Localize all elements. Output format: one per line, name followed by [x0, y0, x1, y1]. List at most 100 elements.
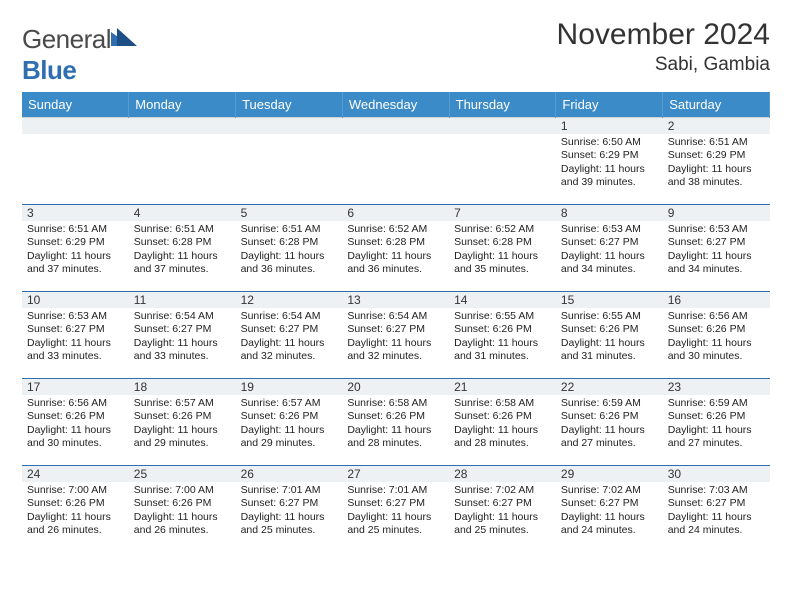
day-number: 30: [663, 466, 770, 482]
sunrise-text: Sunrise: 7:02 AM: [561, 484, 658, 497]
day-cell: [22, 118, 129, 205]
brand-word2: Blue: [22, 55, 76, 85]
sunset-text: Sunset: 6:26 PM: [668, 410, 765, 423]
day-number: 20: [342, 379, 449, 395]
daylight-text: Daylight: 11 hours and 25 minutes.: [241, 511, 338, 538]
daylight-text: Daylight: 11 hours and 28 minutes.: [454, 424, 551, 451]
sunrise-text: Sunrise: 6:57 AM: [241, 397, 338, 410]
sunrise-text: Sunrise: 6:54 AM: [134, 310, 231, 323]
day-cell: 16Sunrise: 6:56 AMSunset: 6:26 PMDayligh…: [663, 292, 770, 379]
sunrise-text: Sunrise: 6:51 AM: [668, 136, 765, 149]
day-details: Sunrise: 6:57 AMSunset: 6:26 PMDaylight:…: [236, 395, 343, 454]
brand-word1: General: [22, 24, 111, 54]
daylight-text: Daylight: 11 hours and 29 minutes.: [241, 424, 338, 451]
weekday-header-row: Sunday Monday Tuesday Wednesday Thursday…: [22, 92, 770, 118]
sunset-text: Sunset: 6:26 PM: [27, 410, 124, 423]
day-details: Sunrise: 7:03 AMSunset: 6:27 PMDaylight:…: [663, 482, 770, 541]
day-number: [342, 118, 449, 134]
day-cell: 29Sunrise: 7:02 AMSunset: 6:27 PMDayligh…: [556, 466, 663, 553]
brand-logo: General Blue: [22, 18, 137, 86]
sunrise-text: Sunrise: 7:01 AM: [241, 484, 338, 497]
day-details: Sunrise: 7:02 AMSunset: 6:27 PMDaylight:…: [449, 482, 556, 541]
sunrise-text: Sunrise: 6:59 AM: [668, 397, 765, 410]
day-details: [22, 134, 129, 139]
sunset-text: Sunset: 6:26 PM: [347, 410, 444, 423]
daylight-text: Daylight: 11 hours and 36 minutes.: [241, 250, 338, 277]
daylight-text: Daylight: 11 hours and 25 minutes.: [454, 511, 551, 538]
day-details: Sunrise: 6:59 AMSunset: 6:26 PMDaylight:…: [663, 395, 770, 454]
day-number: 27: [342, 466, 449, 482]
day-details: Sunrise: 6:53 AMSunset: 6:27 PMDaylight:…: [22, 308, 129, 367]
day-details: Sunrise: 7:00 AMSunset: 6:26 PMDaylight:…: [129, 482, 236, 541]
day-cell: 10Sunrise: 6:53 AMSunset: 6:27 PMDayligh…: [22, 292, 129, 379]
day-details: [236, 134, 343, 139]
sunrise-text: Sunrise: 6:53 AM: [561, 223, 658, 236]
daylight-text: Daylight: 11 hours and 29 minutes.: [134, 424, 231, 451]
sunset-text: Sunset: 6:28 PM: [134, 236, 231, 249]
week-row: 10Sunrise: 6:53 AMSunset: 6:27 PMDayligh…: [22, 292, 770, 379]
sunset-text: Sunset: 6:26 PM: [668, 323, 765, 336]
day-number: 8: [556, 205, 663, 221]
sunrise-text: Sunrise: 7:00 AM: [134, 484, 231, 497]
sunset-text: Sunset: 6:28 PM: [347, 236, 444, 249]
day-number: 11: [129, 292, 236, 308]
day-cell: 21Sunrise: 6:58 AMSunset: 6:26 PMDayligh…: [449, 379, 556, 466]
day-details: Sunrise: 7:00 AMSunset: 6:26 PMDaylight:…: [22, 482, 129, 541]
daylight-text: Daylight: 11 hours and 34 minutes.: [668, 250, 765, 277]
daylight-text: Daylight: 11 hours and 24 minutes.: [668, 511, 765, 538]
day-number: 22: [556, 379, 663, 395]
day-details: Sunrise: 6:55 AMSunset: 6:26 PMDaylight:…: [556, 308, 663, 367]
day-cell: 6Sunrise: 6:52 AMSunset: 6:28 PMDaylight…: [342, 205, 449, 292]
day-number: 19: [236, 379, 343, 395]
sunrise-text: Sunrise: 7:03 AM: [668, 484, 765, 497]
sunrise-text: Sunrise: 6:58 AM: [454, 397, 551, 410]
day-cell: 17Sunrise: 6:56 AMSunset: 6:26 PMDayligh…: [22, 379, 129, 466]
day-cell: 7Sunrise: 6:52 AMSunset: 6:28 PMDaylight…: [449, 205, 556, 292]
sunrise-text: Sunrise: 6:56 AM: [27, 397, 124, 410]
sunset-text: Sunset: 6:26 PM: [134, 410, 231, 423]
sunset-text: Sunset: 6:29 PM: [668, 149, 765, 162]
day-number: 17: [22, 379, 129, 395]
daylight-text: Daylight: 11 hours and 33 minutes.: [27, 337, 124, 364]
location: Sabi, Gambia: [557, 54, 770, 76]
sunset-text: Sunset: 6:26 PM: [241, 410, 338, 423]
daylight-text: Daylight: 11 hours and 37 minutes.: [27, 250, 124, 277]
day-cell: [236, 118, 343, 205]
day-details: Sunrise: 6:54 AMSunset: 6:27 PMDaylight:…: [342, 308, 449, 367]
sunset-text: Sunset: 6:26 PM: [561, 323, 658, 336]
day-cell: 14Sunrise: 6:55 AMSunset: 6:26 PMDayligh…: [449, 292, 556, 379]
sunrise-text: Sunrise: 6:50 AM: [561, 136, 658, 149]
day-cell: 23Sunrise: 6:59 AMSunset: 6:26 PMDayligh…: [663, 379, 770, 466]
weekday-header: Monday: [129, 92, 236, 118]
week-row: 17Sunrise: 6:56 AMSunset: 6:26 PMDayligh…: [22, 379, 770, 466]
day-number: 25: [129, 466, 236, 482]
day-cell: 3Sunrise: 6:51 AMSunset: 6:29 PMDaylight…: [22, 205, 129, 292]
day-cell: 19Sunrise: 6:57 AMSunset: 6:26 PMDayligh…: [236, 379, 343, 466]
sunset-text: Sunset: 6:29 PM: [561, 149, 658, 162]
day-number: 18: [129, 379, 236, 395]
day-details: Sunrise: 6:59 AMSunset: 6:26 PMDaylight:…: [556, 395, 663, 454]
daylight-text: Daylight: 11 hours and 36 minutes.: [347, 250, 444, 277]
day-details: Sunrise: 6:54 AMSunset: 6:27 PMDaylight:…: [236, 308, 343, 367]
sunset-text: Sunset: 6:27 PM: [347, 323, 444, 336]
sunset-text: Sunset: 6:26 PM: [561, 410, 658, 423]
weekday-header: Sunday: [22, 92, 129, 118]
brand-mark-icon: [111, 24, 137, 55]
day-cell: 30Sunrise: 7:03 AMSunset: 6:27 PMDayligh…: [663, 466, 770, 553]
calendar-page: General Blue November 2024 Sabi, Gambia …: [0, 0, 792, 612]
day-details: Sunrise: 6:52 AMSunset: 6:28 PMDaylight:…: [342, 221, 449, 280]
day-number: [449, 118, 556, 134]
day-details: Sunrise: 6:56 AMSunset: 6:26 PMDaylight:…: [663, 308, 770, 367]
sunrise-text: Sunrise: 7:02 AM: [454, 484, 551, 497]
day-number: 3: [22, 205, 129, 221]
sunrise-text: Sunrise: 6:51 AM: [134, 223, 231, 236]
day-cell: [449, 118, 556, 205]
sunset-text: Sunset: 6:27 PM: [668, 497, 765, 510]
sunset-text: Sunset: 6:28 PM: [454, 236, 551, 249]
day-details: Sunrise: 6:51 AMSunset: 6:29 PMDaylight:…: [663, 134, 770, 193]
day-number: 16: [663, 292, 770, 308]
day-cell: [129, 118, 236, 205]
day-cell: 13Sunrise: 6:54 AMSunset: 6:27 PMDayligh…: [342, 292, 449, 379]
sunrise-text: Sunrise: 6:51 AM: [27, 223, 124, 236]
day-number: 13: [342, 292, 449, 308]
